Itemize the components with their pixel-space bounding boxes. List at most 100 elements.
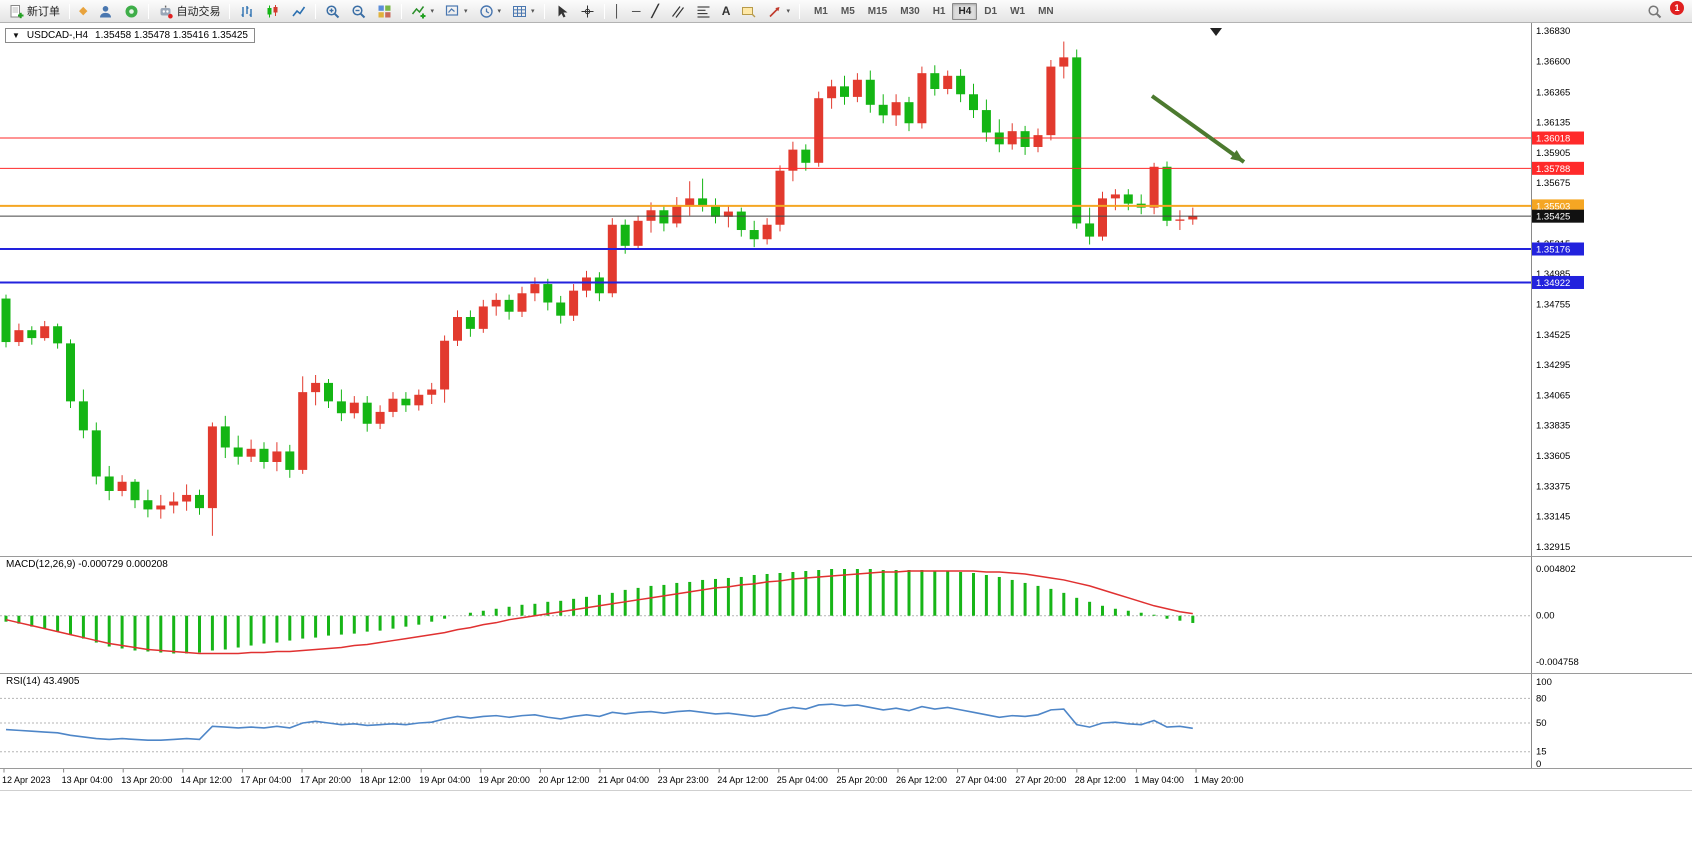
candle-body	[1072, 57, 1082, 224]
price-axis[interactable]: 1.36830 1.36600 1.36365 1.36135 1.35905 1.356…	[1531, 23, 1585, 770]
candle-body	[91, 430, 101, 477]
text-button[interactable]: A	[717, 2, 736, 21]
chevron-down-icon: ▾	[531, 7, 535, 15]
trend-arrow-annotation[interactable]	[1150, 94, 1246, 164]
bar-chart-button[interactable]	[234, 2, 259, 21]
time-axis-label: 28 Apr 12:00	[1075, 775, 1126, 785]
crosshair-button[interactable]	[575, 2, 600, 21]
timeframe-button-MN[interactable]: MN	[1038, 5, 1054, 17]
timeframe-button-D1[interactable]: D1	[984, 5, 998, 17]
candle-body	[156, 505, 166, 510]
timeframe-button-H1[interactable]: H1	[932, 5, 946, 17]
time-axis-label: 23 Apr 23:00	[658, 775, 709, 785]
price-badge-label: 1.34922	[1536, 278, 1570, 289]
candle-body	[478, 306, 488, 329]
candle-body	[169, 501, 179, 506]
main-price-pane[interactable]	[0, 28, 1531, 536]
scroll-to-end-marker[interactable]	[1210, 28, 1222, 36]
price-badge	[1532, 275, 1584, 289]
fibonacci-button[interactable]	[691, 2, 716, 21]
price-badge-label: 1.35425	[1536, 212, 1570, 223]
vertical-line-button[interactable]: │	[609, 2, 627, 21]
period-clock-button[interactable]: ▾	[474, 2, 507, 21]
time-axis-label: 18 Apr 12:00	[360, 775, 411, 785]
zoom-out-icon	[351, 4, 366, 19]
candle-body	[427, 389, 437, 395]
arrows-objects-button[interactable]: ▾	[762, 2, 795, 21]
chart-canvas[interactable]: 1.36830 1.36600 1.36365 1.36135 1.35905 1.356…	[0, 23, 1692, 854]
main-toolbar: 新订单 ◆ 自动交易	[0, 0, 1692, 23]
templates-button[interactable]: ▾	[507, 2, 540, 21]
price-axis-label: 1.34525	[1536, 330, 1570, 341]
candle-body	[40, 326, 50, 339]
timeframe-button-H4[interactable]: H4	[952, 2, 978, 20]
candle-body	[453, 317, 462, 341]
time-axis[interactable]: 12 Apr 2023 13 Apr 04:00 13 Apr 20:00 14 Ap…	[0, 768, 1692, 791]
zoom-in-button[interactable]	[320, 2, 345, 21]
label-tag-icon	[741, 4, 756, 19]
notification-badge[interactable]: 1	[1670, 1, 1684, 15]
time-axis-label: 20 Apr 12:00	[538, 775, 589, 785]
chart-symbol-box[interactable]: ▼ USDCAD-,H4 1.35458 1.35478 1.35416 1.3…	[5, 28, 255, 43]
time-axis-label: 24 Apr 12:00	[717, 775, 768, 785]
candle-body	[762, 224, 772, 240]
chart-window: 1.36830 1.36600 1.36365 1.36135 1.35905 1.356…	[0, 23, 1692, 854]
candle-body	[723, 211, 733, 217]
chart-ohlc-values: 1.35458 1.35478 1.35416 1.35425	[95, 30, 248, 41]
trendline-button[interactable]: ╱	[647, 2, 664, 21]
text-label-button[interactable]	[736, 2, 761, 21]
chart-dropdown-icon[interactable]: ▼	[12, 31, 20, 40]
community-button[interactable]	[119, 2, 144, 21]
timeframe-button-M15[interactable]: M15	[867, 5, 888, 17]
rsi-axis-label: 15	[1536, 747, 1547, 758]
macd-pane[interactable]	[0, 569, 1531, 655]
price-badge	[1532, 199, 1584, 213]
new-order-button[interactable]: 新订单	[4, 2, 65, 21]
price-axis-label: 1.33375	[1536, 481, 1570, 492]
tile-windows-button[interactable]	[372, 2, 397, 21]
horizontal-line-button[interactable]: ─	[627, 2, 646, 21]
price-badge	[1532, 242, 1584, 256]
market-watch-button[interactable]: ◆	[74, 2, 92, 21]
toolbar-separator	[401, 3, 403, 19]
timeframe-button-M1[interactable]: M1	[813, 5, 828, 17]
candle-body	[607, 224, 617, 294]
macd-axis-label: -0.004758	[1536, 657, 1579, 668]
chevron-down-icon: ▾	[497, 7, 502, 15]
new-order-icon	[9, 4, 24, 19]
price-axis-label: 1.36600	[1536, 56, 1570, 67]
price-axis-label: 1.34755	[1536, 299, 1570, 310]
candle-body	[207, 426, 217, 509]
rsi-axis-label: 80	[1536, 693, 1547, 704]
candle-body	[1046, 66, 1056, 136]
time-axis-label: 27 Apr 20:00	[1015, 775, 1066, 785]
timeframe-button-M30[interactable]: M30	[900, 5, 920, 17]
candle-body	[1175, 219, 1185, 221]
timeframe-button-W1[interactable]: W1	[1010, 5, 1026, 17]
new-order-label: 新订单	[27, 6, 60, 18]
toolbar-separator	[543, 3, 545, 19]
candle-body	[375, 411, 385, 424]
chevron-down-icon: ▾	[463, 7, 468, 15]
candle-body	[917, 73, 927, 124]
candle-body	[117, 481, 127, 491]
time-axis-label: 19 Apr 20:00	[479, 775, 530, 785]
zoom-out-button[interactable]	[346, 2, 371, 21]
search-button[interactable]	[1642, 2, 1667, 21]
candle-body	[182, 494, 192, 502]
autotrading-button[interactable]: 自动交易	[153, 2, 225, 21]
cursor-button[interactable]	[549, 2, 574, 21]
candle-body	[672, 204, 682, 224]
candle-body	[1059, 57, 1069, 67]
candlestick-chart-button[interactable]	[260, 2, 285, 21]
rsi-pane[interactable]	[0, 697, 1531, 753]
candle-body	[814, 98, 824, 163]
candle-body	[865, 79, 875, 105]
timeframe-button-M5[interactable]: M5	[840, 5, 855, 17]
channel-button[interactable]	[665, 2, 690, 21]
objects-button[interactable]: ▾	[440, 2, 473, 21]
accounts-button[interactable]	[93, 2, 118, 21]
candle-body	[104, 476, 114, 491]
indicators-button[interactable]: ▾	[406, 2, 439, 21]
line-chart-button[interactable]	[286, 2, 311, 21]
